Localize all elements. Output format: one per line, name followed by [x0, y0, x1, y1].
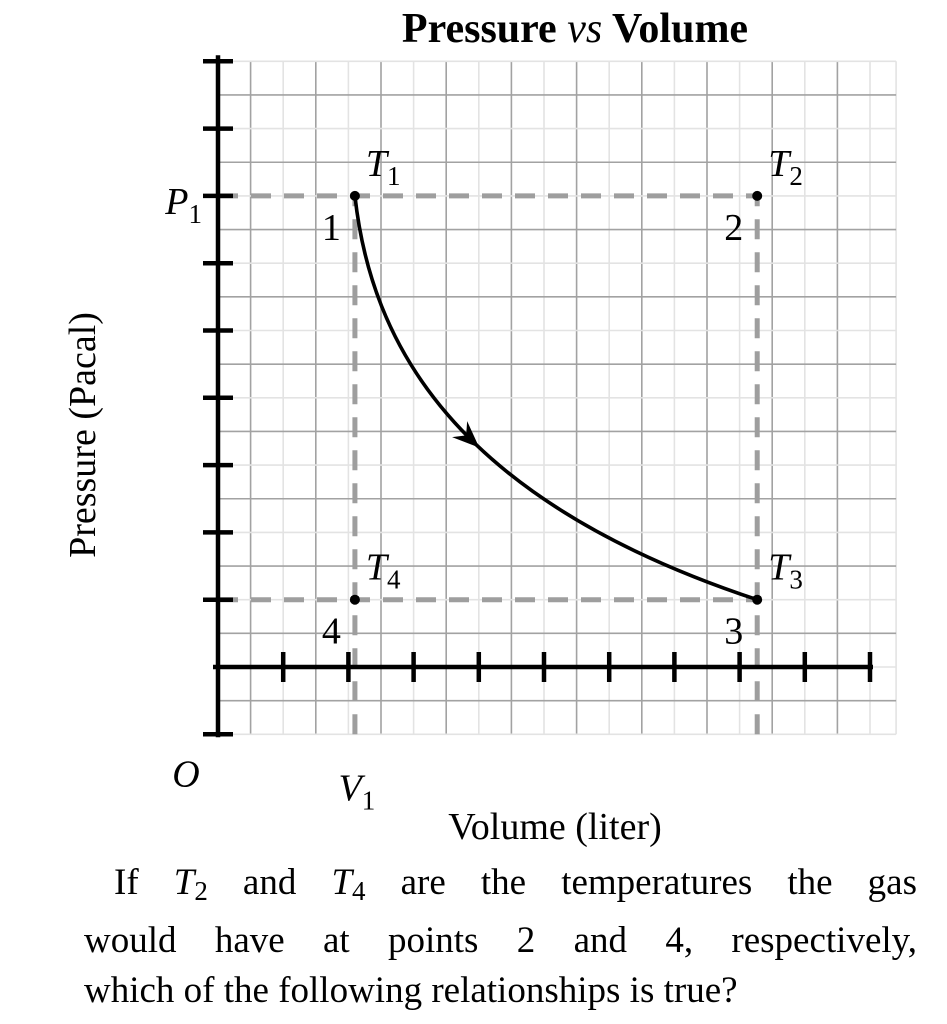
text-segment: If [114, 862, 174, 903]
axis-value-label-P1: P1 [164, 181, 202, 229]
y-axis-title: Pressure (Pacal) [62, 312, 104, 558]
temp-label-T2: T2 [768, 143, 803, 191]
pv-chart: 1 T1 2 T2 3 T3 4 T4 P1 V1 O Pressure vs Volume Volum… [62, 6, 897, 848]
point-label-3: 3 [724, 611, 743, 653]
isotherm-curve [353, 195, 758, 602]
text-segment: which of the following relationships is … [84, 970, 738, 1011]
point-label-1: 1 [322, 207, 341, 249]
temp-label-T1: T1 [366, 143, 401, 191]
text-segment: 2 [194, 876, 208, 906]
question-line: would have at points 2 and 4, respective… [84, 916, 917, 966]
text-segment: T [173, 862, 195, 903]
x-axis-title: Volume (liter) [448, 806, 662, 848]
chart-title: Pressure vs Volume [402, 6, 748, 52]
text-segment: are the temperatures the gas [365, 862, 917, 903]
question-line: If T2 and T4 are the temperatures the ga… [84, 858, 917, 916]
point-label-4: 4 [322, 611, 341, 653]
data-point-4 [349, 594, 360, 605]
origin-label: O [172, 753, 199, 795]
temp-label-T3: T3 [768, 547, 803, 595]
axis-value-label-V1: V1 [339, 767, 376, 815]
data-point-3 [752, 594, 763, 605]
question-line: which of the following relationships is … [84, 966, 917, 1016]
text-segment: would have at points 2 and 4, respective… [84, 920, 917, 961]
text-segment: T [331, 862, 353, 903]
curve-arrow-icon [452, 421, 480, 448]
data-point-1 [349, 190, 360, 201]
point-label-2: 2 [724, 207, 743, 249]
pressure-volume-figure: 1 T1 2 T2 3 T3 4 T4 P1 V1 O Pressure vs Volume Volum… [62, 6, 897, 848]
text-segment: and [207, 862, 332, 903]
question-text: If T2 and T4 are the temperatures the ga… [84, 858, 917, 1016]
data-point-2 [752, 190, 763, 201]
temp-label-T4: T4 [366, 547, 401, 595]
text-segment: 4 [352, 876, 366, 906]
